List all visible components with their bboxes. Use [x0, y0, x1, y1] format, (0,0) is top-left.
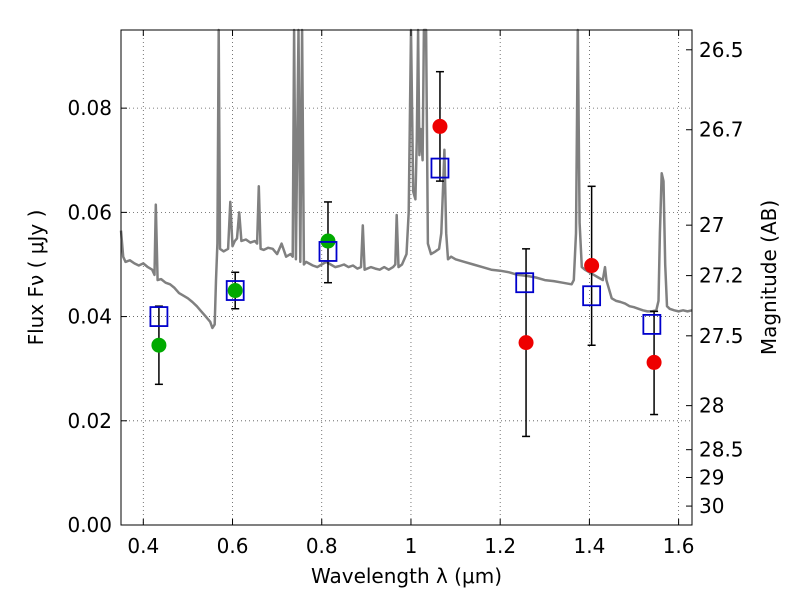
data-markers [149, 118, 662, 370]
spectrum-template [119, 28, 693, 330]
grid-lines [121, 30, 692, 526]
y-tick-label: 0.08 [67, 96, 112, 120]
red-data-point [518, 335, 534, 351]
green-data-point [227, 283, 243, 299]
template-spectrum-line [119, 28, 693, 330]
model-flux-square [318, 241, 338, 262]
green-data-point [320, 233, 336, 249]
x-tick-label: 1.2 [484, 534, 516, 558]
y-tick-label: 0.00 [67, 513, 112, 537]
model-flux-square [642, 313, 662, 335]
x-tick-label: 0.6 [217, 534, 249, 558]
model-flux-square [430, 157, 450, 179]
x-tick-label: 0.4 [127, 534, 159, 558]
y-axis-label: Flux Fν ( μJy ) [24, 210, 48, 346]
y-tick-label: 0.02 [67, 409, 112, 433]
y2-tick-label: 26.5 [699, 38, 744, 62]
y2-tick-label: 30 [699, 494, 724, 518]
y2-tick-label: 27.5 [699, 324, 744, 348]
model-flux-square [149, 306, 169, 327]
y2-axis-label: Magnitude (AB) [757, 200, 781, 355]
plot-frame [120, 29, 693, 526]
red-data-point [646, 354, 662, 370]
x-tick-label: 1.4 [573, 534, 605, 558]
y2-tick-label: 27 [699, 213, 724, 237]
y2-tick-label: 28 [699, 394, 724, 418]
model-flux-square [582, 285, 602, 307]
model-flux-square [225, 280, 245, 301]
green-data-point [151, 337, 167, 353]
y2-tick-label: 28.5 [699, 438, 744, 462]
y2-tick-label: 26.7 [699, 118, 744, 142]
red-data-point [432, 118, 448, 134]
y2-tick-label: 29 [699, 465, 724, 489]
x-axis-label: Wavelength λ (μm) [311, 564, 502, 588]
y-tick-label: 0.06 [67, 200, 112, 224]
red-data-point [584, 258, 600, 274]
x-tick-label: 0.8 [306, 534, 338, 558]
y-tick-label: 0.04 [67, 305, 112, 329]
y2-tick-label: 27.2 [699, 264, 744, 288]
x-tick-label: 1 [405, 534, 418, 558]
model-flux-square [515, 272, 535, 294]
x-tick-label: 1.6 [663, 534, 695, 558]
axis-ticks: 0.4 0.6 0.8 1 1.2 1.4 1.6 0.00 0.02 0.04 0.06 0.08 2… [67, 30, 744, 558]
